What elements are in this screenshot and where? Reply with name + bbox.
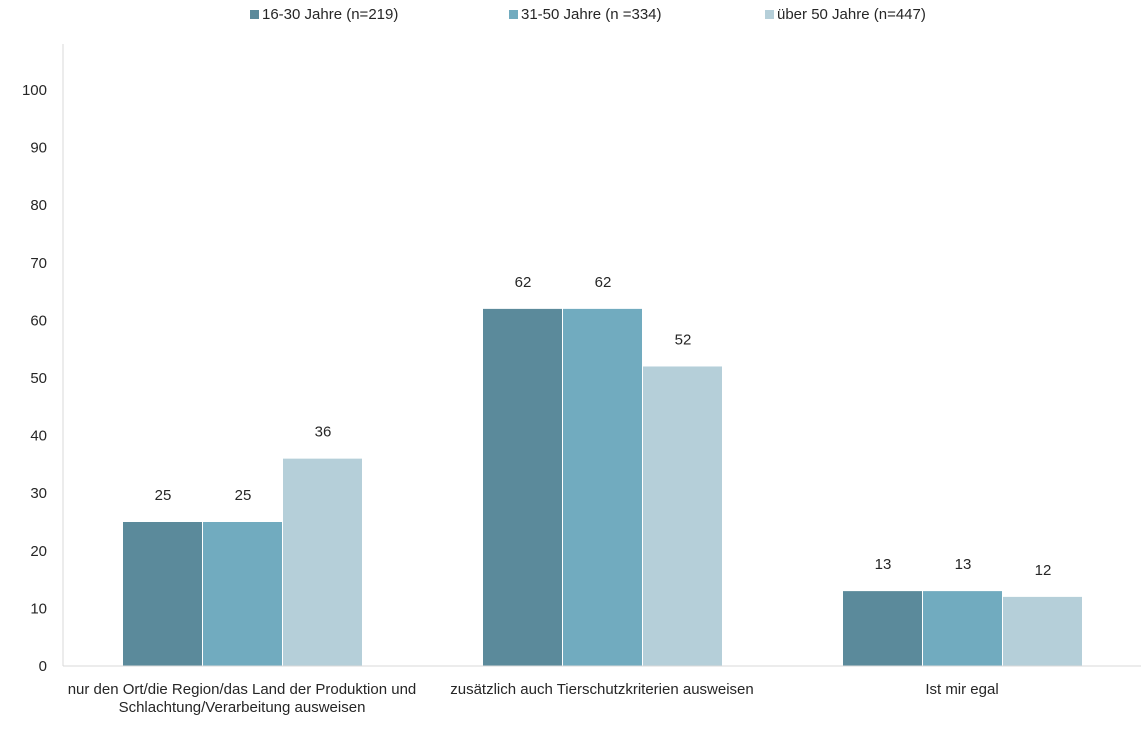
legend-label-16-30: 16-30 Jahre (n=219) <box>262 6 399 23</box>
data-label: 13 <box>875 556 892 573</box>
legend-swatch-16-30 <box>250 10 259 19</box>
data-labels: 25 25 36 62 62 52 13 13 12 <box>155 274 1052 579</box>
data-label: 36 <box>315 424 332 441</box>
data-label: 25 <box>235 487 252 504</box>
legend: 16-30 Jahre (n=219) 31-50 Jahre (n =334)… <box>0 6 1141 30</box>
bar <box>563 308 642 666</box>
y-tick-label: 90 <box>30 140 47 157</box>
legend-item-over-50: über 50 Jahre (n=447) <box>765 6 926 23</box>
bars <box>123 308 1082 666</box>
bar <box>643 366 722 666</box>
legend-item-16-30: 16-30 Jahre (n=219) <box>250 6 398 23</box>
category-label-tierschutz: zusätzlich auch Tierschutzkriterien ausw… <box>450 681 754 698</box>
legend-label-over-50: über 50 Jahre (n=447) <box>777 6 926 23</box>
legend-label-31-50: 31-50 Jahre (n =334) <box>521 6 662 23</box>
y-tick-label: 50 <box>30 370 47 387</box>
y-tick-label: 80 <box>30 197 47 214</box>
category-label-egal: Ist mir egal <box>925 681 999 698</box>
y-tick-label: 30 <box>30 485 47 502</box>
data-label: 62 <box>595 274 612 291</box>
y-tick-label: 0 <box>39 658 47 675</box>
bar <box>283 458 362 666</box>
bar <box>123 522 202 666</box>
data-label: 12 <box>1035 562 1052 579</box>
y-tick-label: 40 <box>30 428 47 445</box>
y-tick-label: 10 <box>30 600 47 617</box>
data-label: 52 <box>675 331 692 348</box>
legend-swatch-over-50 <box>765 10 774 19</box>
y-tick-label: 70 <box>30 255 47 272</box>
y-tick-label: 100 <box>22 82 47 99</box>
data-label: 13 <box>955 556 972 573</box>
bar <box>843 591 922 666</box>
data-label: 62 <box>515 274 532 291</box>
legend-swatch-31-50 <box>509 10 518 19</box>
bar <box>203 522 282 666</box>
data-label: 25 <box>155 487 172 504</box>
y-tick-label: 20 <box>30 543 47 560</box>
legend-item-31-50: 31-50 Jahre (n =334) <box>509 6 662 23</box>
category-label-region: nur den Ort/die Region/das Land der Prod… <box>67 681 417 716</box>
bar <box>483 308 562 666</box>
bar <box>923 591 1002 666</box>
bar <box>1003 596 1082 666</box>
y-axis: 0 10 20 30 40 50 60 70 80 90 100 <box>22 82 47 675</box>
y-tick-label: 60 <box>30 312 47 329</box>
